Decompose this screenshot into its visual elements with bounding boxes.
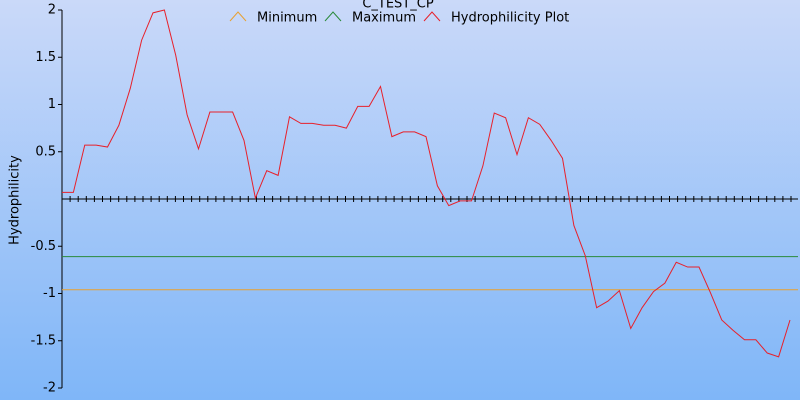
legend-label: Maximum	[352, 11, 416, 26]
legend-icon	[324, 11, 342, 22]
y-tick-label: -1	[43, 286, 56, 301]
y-axis-label: Hydrophilicity	[8, 155, 23, 245]
y-tick-label: 1.5	[35, 50, 56, 65]
y-tick-label: -2	[43, 381, 56, 396]
y-tick-label: -0.5	[31, 239, 56, 254]
y-tick-label: -1.5	[31, 333, 56, 348]
y-tick-label: 2	[48, 3, 56, 18]
legend-icon	[423, 11, 441, 22]
legend-icon	[229, 11, 247, 22]
legend-label: Hydrophilicity Plot	[451, 11, 569, 26]
y-tick-label: 0.5	[35, 144, 56, 159]
chart-title: C_TEST_CP	[362, 0, 434, 12]
data-line	[62, 9, 791, 358]
legend-label: Minimum	[257, 11, 317, 26]
y-tick-label: 1	[48, 97, 56, 112]
